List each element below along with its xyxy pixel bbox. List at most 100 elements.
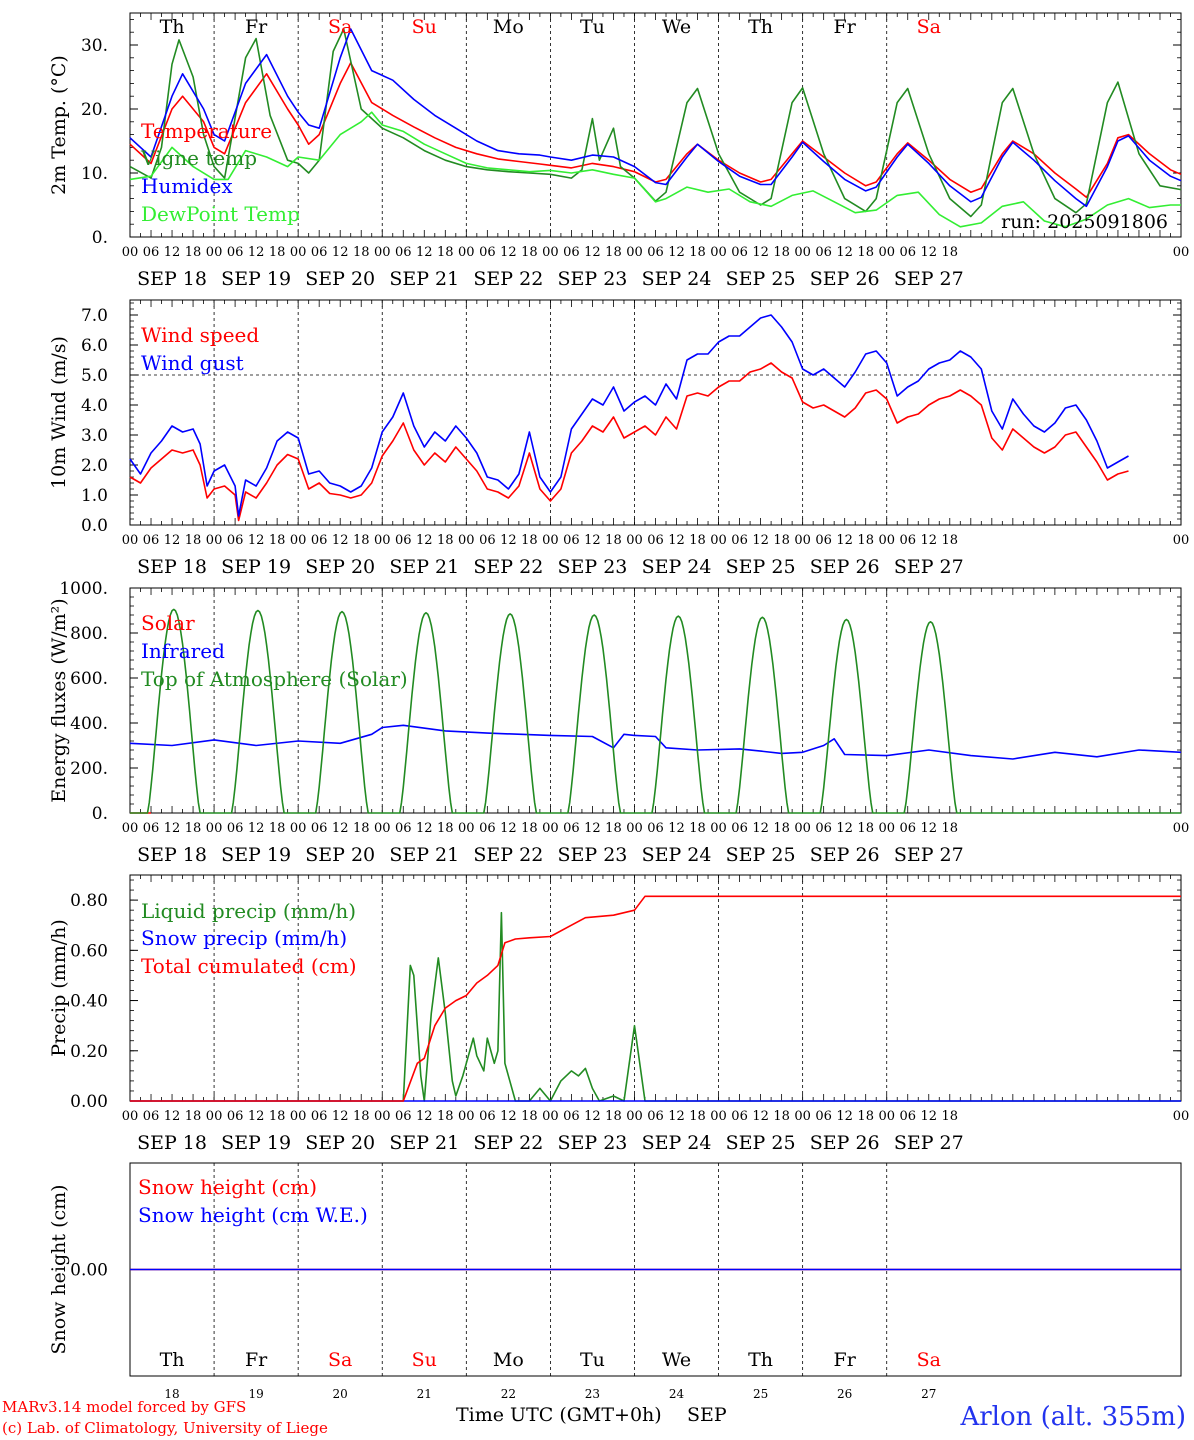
weekday-label: Th bbox=[748, 1349, 773, 1371]
hour-tick-label: 18 bbox=[605, 533, 622, 548]
hour-tick-label: 06 bbox=[479, 821, 496, 836]
hour-tick-label: 00 bbox=[542, 245, 559, 260]
hour-tick-label: 06 bbox=[731, 245, 748, 260]
hour-tick-label: 00 bbox=[122, 1109, 139, 1124]
legend-entry: Infrared bbox=[141, 639, 225, 663]
weekday-label: Fr bbox=[834, 16, 857, 38]
hour-tick-label: 00 bbox=[1173, 533, 1190, 548]
hour-tick-label: 18 bbox=[942, 533, 959, 548]
y-tick-label: 10. bbox=[81, 164, 108, 184]
y-tick-label: 0.0 bbox=[81, 516, 108, 536]
y-tick-label: 800. bbox=[70, 624, 108, 644]
series-line-wind-speed bbox=[129, 362, 1129, 522]
date-label: SEP 18 bbox=[137, 844, 207, 866]
y-axis-label: Snow height (cm) bbox=[48, 1184, 70, 1354]
hour-tick-label: 00 bbox=[710, 245, 727, 260]
y-tick-label: 0. bbox=[92, 804, 108, 824]
y-tick-label: 5.0 bbox=[81, 366, 108, 386]
date-label: SEP 21 bbox=[389, 268, 459, 290]
date-label: SEP 27 bbox=[894, 844, 964, 866]
panel-2: 0.0 1.0 2.0 3.0 4.0 5.0 6.0 7.0 10m Wind (m/s) Wi… bbox=[48, 299, 1190, 578]
date-label: SEP 18 bbox=[137, 268, 207, 290]
day-number: 24 bbox=[669, 1387, 685, 1401]
hour-tick-label: 18 bbox=[689, 533, 706, 548]
hour-tick-label: 00 bbox=[626, 533, 643, 548]
legend-entry: Temperature bbox=[141, 119, 272, 143]
hour-tick-label: 00 bbox=[626, 821, 643, 836]
hour-tick-label: 18 bbox=[773, 533, 790, 548]
series-line-wind-gust bbox=[129, 314, 1129, 517]
hour-tick-label: 18 bbox=[437, 1109, 454, 1124]
hour-tick-label: 00 bbox=[290, 821, 307, 836]
hour-tick-label: 06 bbox=[479, 533, 496, 548]
hour-tick-label: 00 bbox=[374, 821, 391, 836]
series-line-liquid-precip-mm-h- bbox=[130, 911, 1181, 1102]
legend-entry: Humidex bbox=[141, 174, 233, 198]
date-label: SEP 26 bbox=[810, 268, 880, 290]
date-label: SEP 24 bbox=[642, 556, 712, 578]
date-label: SEP 25 bbox=[726, 556, 796, 578]
legend-entry: Vigne temp bbox=[140, 146, 257, 170]
series-line-vigne-temp bbox=[129, 28, 1182, 218]
hour-tick-label: 12 bbox=[332, 533, 349, 548]
hour-tick-label: 12 bbox=[248, 821, 265, 836]
panel-1: 0. 10. 20. 30. 2m Temp. (°C) Temperature Vigne… bbox=[48, 12, 1189, 290]
day-number: 22 bbox=[501, 1387, 516, 1401]
hour-tick-label: 18 bbox=[942, 245, 959, 260]
legend-entry: Wind gust bbox=[141, 351, 244, 375]
series-line-top-of-atmosphere-solar- bbox=[130, 608, 1181, 814]
weekday-label: Tu bbox=[580, 16, 605, 38]
date-label: SEP 22 bbox=[473, 556, 543, 578]
y-tick-label: 2.0 bbox=[81, 456, 108, 476]
time-axis-label: Time UTC (GMT+0h) bbox=[456, 1404, 662, 1426]
y-tick-label: 7.0 bbox=[81, 306, 108, 326]
date-label: SEP 20 bbox=[305, 844, 375, 866]
hour-tick-label: 06 bbox=[563, 245, 580, 260]
hour-tick-label: 00 bbox=[290, 1109, 307, 1124]
hour-tick-label: 12 bbox=[584, 245, 601, 260]
weekday-label: Sa bbox=[328, 16, 352, 38]
hour-tick-label: 12 bbox=[248, 245, 265, 260]
hour-tick-label: 06 bbox=[647, 245, 664, 260]
hour-tick-label: 12 bbox=[500, 821, 517, 836]
weekday-label: Su bbox=[412, 16, 437, 38]
day-number: 18 bbox=[164, 1387, 179, 1401]
hour-tick-label: 06 bbox=[227, 1109, 244, 1124]
y-tick-label: 200. bbox=[70, 759, 108, 779]
hour-tick-label: 18 bbox=[269, 245, 286, 260]
hour-tick-label: 18 bbox=[185, 245, 202, 260]
hour-tick-label: 12 bbox=[836, 245, 853, 260]
hour-tick-label: 06 bbox=[143, 533, 160, 548]
hour-tick-label: 18 bbox=[689, 245, 706, 260]
hour-tick-label: 12 bbox=[836, 1109, 853, 1124]
hour-tick-label: 18 bbox=[605, 245, 622, 260]
y-tick-label: 1.0 bbox=[81, 486, 108, 506]
run-label: run: 2025091806 bbox=[1001, 211, 1168, 233]
hour-tick-label: 06 bbox=[227, 821, 244, 836]
day-number: 23 bbox=[585, 1387, 600, 1401]
y-tick-label: 0.00 bbox=[70, 1092, 108, 1112]
date-label: SEP 18 bbox=[137, 1132, 207, 1154]
hour-tick-label: 00 bbox=[290, 533, 307, 548]
hour-tick-label: 06 bbox=[899, 1109, 916, 1124]
date-label: SEP 25 bbox=[726, 1132, 796, 1154]
hour-tick-label: 06 bbox=[395, 821, 412, 836]
hour-tick-label: 06 bbox=[899, 821, 916, 836]
hour-tick-label: 06 bbox=[227, 533, 244, 548]
hour-tick-label: 06 bbox=[815, 1109, 832, 1124]
date-label: SEP 22 bbox=[473, 1132, 543, 1154]
hour-tick-label: 00 bbox=[542, 821, 559, 836]
hour-tick-label: 00 bbox=[542, 1109, 559, 1124]
hour-tick-label: 18 bbox=[437, 533, 454, 548]
hour-tick-label: 12 bbox=[668, 245, 685, 260]
hour-tick-label: 18 bbox=[689, 1109, 706, 1124]
hour-tick-label: 06 bbox=[563, 1109, 580, 1124]
hour-tick-label: 12 bbox=[668, 1109, 685, 1124]
hour-tick-label: 18 bbox=[269, 533, 286, 548]
panel-3: 0. 200. 400. 600. 800. 1000.Energy fluxes (W/… bbox=[48, 579, 1189, 866]
hour-tick-label: 06 bbox=[731, 1109, 748, 1124]
hour-tick-label: 00 bbox=[206, 821, 223, 836]
hour-tick-label: 00 bbox=[458, 821, 475, 836]
